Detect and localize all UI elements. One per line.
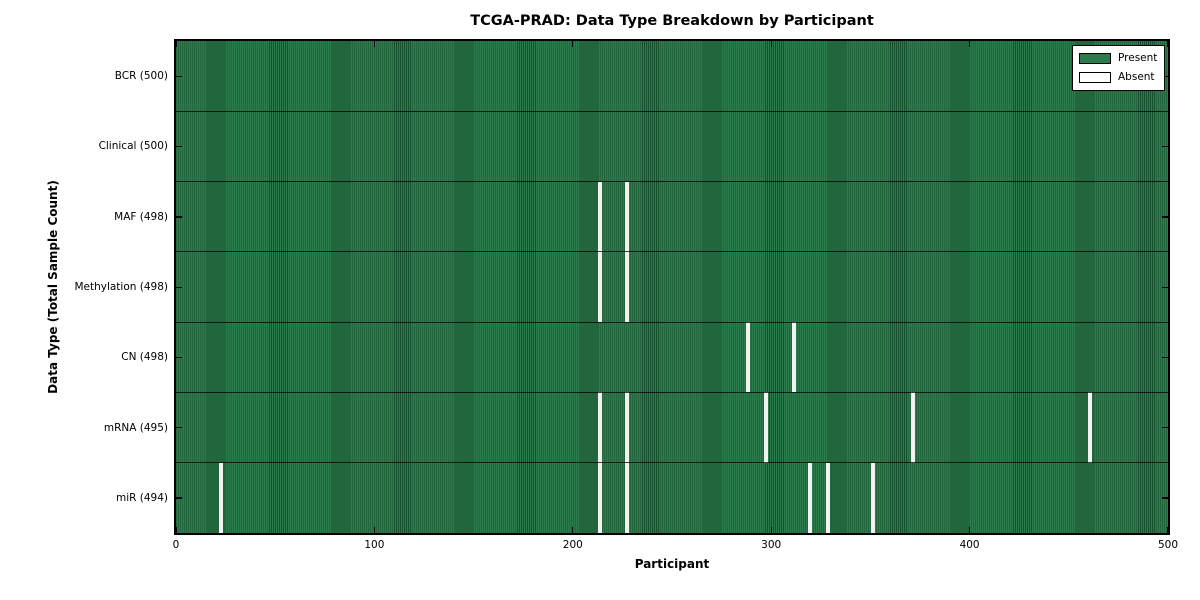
y-tick-label-Methylation: Methylation (498) [74,281,168,293]
absent-gap-miR-351 [871,462,876,533]
y-tick-label-CN: CN (498) [121,351,168,364]
x-tick [572,527,574,533]
absent-gap-miR-22 [218,462,223,533]
y-tick [176,356,182,359]
x-axis-label: Participant [634,557,710,571]
x-tick-label-0: 0 [172,539,180,551]
absent-gap-mRNA-460 [1087,392,1092,463]
x-tick [176,41,178,47]
y-tick-label-BCR: BCR (500) [114,70,168,83]
legend: Present Absent [1072,45,1165,91]
x-tick-label-100: 100 [364,539,385,551]
x-tick-label-200: 200 [562,539,583,551]
x-tick-label-400: 400 [959,539,980,551]
y-tick [1162,427,1168,429]
x-tick [770,527,772,533]
legend-item-absent: Absent [1079,70,1158,85]
absent-gap-miR-319 [807,462,812,533]
y-tick [1162,216,1168,218]
y-tick [1162,497,1168,499]
y-tick-label-mRNA: mRNA (495) [103,421,168,434]
absent-gap-MAF-227 [625,181,630,252]
absent-gap-CN-288 [746,322,751,393]
row-separator [176,462,1168,464]
y-tick [176,75,182,77]
legend-item-present: Present [1079,51,1158,66]
y-tick-label-miR: miR (494) [115,491,168,504]
y-tick [1162,286,1168,288]
chart-title: TCGA-PRAD: Data Type Breakdown by Partic… [470,13,874,29]
y-tick [1162,145,1168,148]
x-tick-label-500: 500 [1157,539,1179,551]
absent-gap-miR-213 [597,462,602,533]
x-tick [373,41,376,47]
y-tick [176,427,182,429]
x-tick [968,527,971,533]
heatmap-plot-area [176,41,1168,533]
row-separator [176,321,1168,323]
y-tick-label-Clinical: Clinical (500) [98,140,168,153]
legend-label-present: Present [1118,52,1158,64]
x-tick [968,41,971,47]
row-separator [176,110,1168,112]
absent-gap-mRNA-371 [911,392,916,463]
absent-swatch-icon [1079,72,1111,83]
x-tick [1166,527,1168,533]
row-separator [176,181,1168,183]
absent-gap-mRNA-297 [764,392,769,463]
present-swatch-icon [1079,53,1111,64]
row-separator [176,391,1168,393]
absent-gap-mRNA-213 [597,392,602,463]
absent-gap-MAF-213 [597,181,602,252]
x-tick [770,41,772,47]
absent-gap-Methylation-213 [597,251,602,323]
absent-gap-CN-311 [792,322,797,393]
y-tick [1162,75,1168,77]
absent-gap-miR-227 [625,462,630,533]
x-tick [176,527,178,533]
x-tick-label-300: 300 [761,539,782,551]
row-separator [176,251,1168,253]
y-tick [1162,356,1168,359]
y-tick-label-MAF: MAF (498) [114,210,168,223]
x-tick [373,527,376,533]
absent-gap-Methylation-227 [625,251,630,323]
x-tick [1166,41,1168,47]
legend-label-absent: Absent [1118,71,1155,83]
y-tick [176,145,182,148]
absent-gap-mRNA-227 [625,392,630,463]
x-tick [572,41,574,47]
absent-gap-miR-328 [825,462,830,533]
y-tick [176,286,182,288]
y-tick [176,216,182,218]
y-tick [176,497,182,499]
